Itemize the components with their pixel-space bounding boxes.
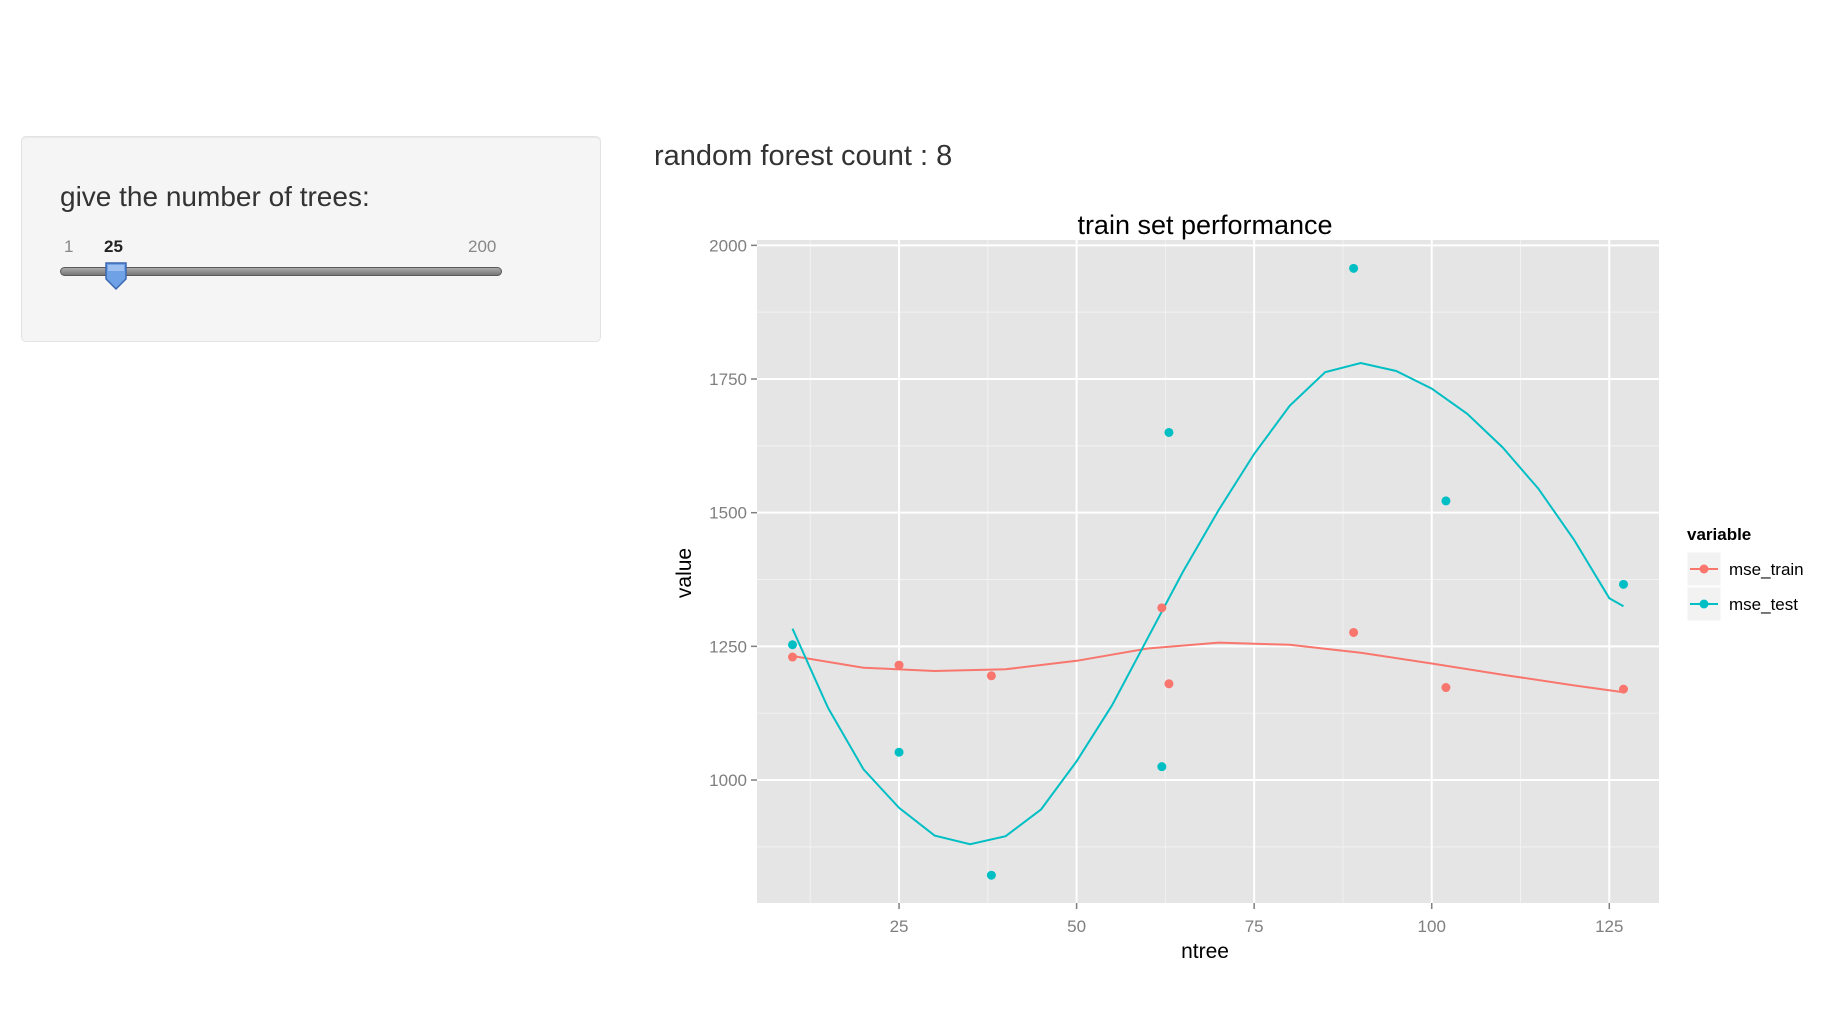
legend-key-point (1699, 564, 1709, 574)
mse_test-point (1349, 263, 1359, 273)
mse_train-point (894, 660, 904, 670)
x-axis-label: ntree (1181, 940, 1229, 963)
y-tick-label: 1750 (709, 370, 747, 389)
mse_test-point (1157, 762, 1167, 772)
slider-track[interactable] (60, 267, 502, 276)
mse_test-point (1618, 579, 1628, 589)
y-tick-label: 1250 (709, 637, 747, 656)
mse_test-point (986, 870, 996, 880)
chart-title: train set performance (1077, 210, 1332, 240)
mse_train-point (1618, 684, 1628, 694)
y-tick-label: 2000 (709, 236, 747, 255)
legend: variable mse_train mse_test (1686, 525, 1804, 622)
forest-count-text: random forest count : 8 (654, 140, 953, 172)
mse_test-point (894, 747, 904, 757)
mse_train-point (1349, 627, 1359, 637)
mse_train-point (1157, 603, 1167, 613)
slider-min-label: 1 (64, 237, 74, 256)
legend-key-point (1699, 599, 1709, 609)
x-tick-label: 125 (1595, 917, 1623, 936)
mse_train-point (986, 671, 996, 681)
mse_test-point (1164, 427, 1174, 437)
y-tick-label: 1500 (709, 504, 747, 523)
x-tick-label: 100 (1418, 917, 1446, 936)
legend-title: variable (1687, 525, 1751, 544)
x-tick-label: 75 (1245, 917, 1264, 936)
slider-label: give the number of trees: (60, 181, 370, 212)
mse_train-point (1441, 683, 1451, 693)
plot-panel (757, 240, 1659, 903)
mse_train-point (1164, 679, 1174, 689)
mse_test-smooth-line (791, 361, 1624, 846)
mse_test-point (788, 640, 798, 650)
y-axis-label: value (673, 548, 696, 598)
mse_train-smooth-line (792, 641, 1624, 694)
y-tick-label: 1000 (709, 771, 747, 790)
x-tick-label: 50 (1067, 917, 1086, 936)
slider-handle[interactable] (104, 261, 128, 291)
mse_train-point (788, 652, 798, 662)
sidebar-panel: give the number of trees: 1 25 200 (21, 136, 601, 342)
slider-value-label: 25 (104, 237, 123, 256)
x-tick-label: 25 (890, 917, 909, 936)
legend-label-mse_train: mse_train (1729, 560, 1804, 579)
mse_test-point (1441, 496, 1451, 506)
legend-label-mse_test: mse_test (1729, 595, 1798, 614)
slider-max-label: 200 (468, 237, 497, 256)
